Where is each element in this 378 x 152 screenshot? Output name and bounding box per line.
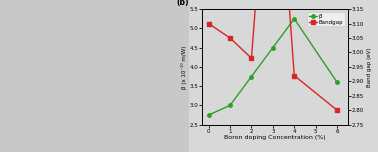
Bandgap bbox=[228, 37, 232, 39]
Legend: β, Bandgap: β, Bandgap bbox=[307, 12, 345, 26]
β bbox=[206, 114, 211, 116]
Bandgap bbox=[335, 109, 339, 111]
β bbox=[249, 76, 254, 77]
Line: Bandgap: Bandgap bbox=[207, 0, 339, 112]
β bbox=[292, 18, 296, 20]
Bandgap bbox=[292, 75, 296, 76]
X-axis label: Boron doping Concentration (%): Boron doping Concentration (%) bbox=[224, 135, 326, 140]
β bbox=[335, 81, 339, 83]
Bandgap bbox=[206, 23, 211, 24]
β bbox=[228, 104, 232, 106]
Y-axis label: β (x 10⁻¹⁰ m/W): β (x 10⁻¹⁰ m/W) bbox=[181, 45, 186, 89]
Line: β: β bbox=[207, 17, 339, 117]
β bbox=[271, 47, 275, 48]
Y-axis label: Band gap (eV): Band gap (eV) bbox=[367, 47, 372, 87]
Text: (b): (b) bbox=[176, 0, 189, 7]
Bandgap bbox=[249, 57, 254, 59]
